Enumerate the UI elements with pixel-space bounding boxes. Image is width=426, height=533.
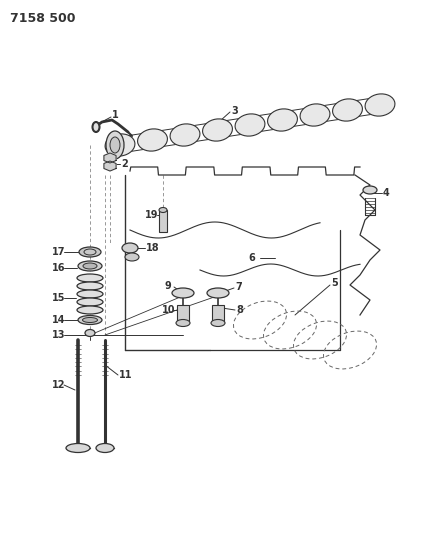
Ellipse shape	[77, 282, 103, 290]
Ellipse shape	[362, 186, 376, 194]
Ellipse shape	[66, 443, 90, 453]
Text: 4: 4	[382, 188, 389, 198]
Ellipse shape	[299, 104, 329, 126]
Text: 5: 5	[330, 278, 337, 288]
Ellipse shape	[125, 253, 139, 261]
Text: 17: 17	[52, 247, 65, 257]
Bar	[211, 305, 224, 323]
Polygon shape	[104, 161, 116, 171]
Ellipse shape	[106, 131, 124, 159]
Ellipse shape	[202, 119, 232, 141]
Text: 12: 12	[52, 380, 65, 390]
Ellipse shape	[235, 114, 264, 136]
Ellipse shape	[170, 124, 199, 146]
Text: 14: 14	[52, 315, 65, 325]
Text: 7158 500: 7158 500	[10, 12, 75, 25]
Text: 13: 13	[52, 330, 65, 340]
Text: 6: 6	[248, 253, 254, 263]
Ellipse shape	[82, 318, 97, 322]
Ellipse shape	[77, 274, 103, 282]
Text: 10: 10	[161, 305, 175, 315]
Ellipse shape	[210, 319, 225, 327]
Polygon shape	[104, 153, 116, 163]
Ellipse shape	[77, 290, 103, 298]
Ellipse shape	[158, 207, 167, 213]
Text: 8: 8	[236, 305, 242, 315]
Ellipse shape	[176, 319, 190, 327]
Text: 2: 2	[121, 159, 127, 169]
Text: 11: 11	[119, 370, 132, 380]
Text: 7: 7	[234, 282, 241, 292]
Text: 3: 3	[230, 106, 237, 116]
Text: 16: 16	[52, 263, 65, 273]
Ellipse shape	[85, 329, 95, 336]
Bar	[158, 210, 167, 232]
Ellipse shape	[78, 261, 102, 271]
Text: 1: 1	[112, 110, 118, 120]
Ellipse shape	[92, 122, 99, 132]
Text: 18: 18	[146, 243, 159, 253]
Ellipse shape	[207, 288, 228, 298]
Ellipse shape	[96, 443, 114, 453]
Text: 19: 19	[145, 210, 158, 220]
Ellipse shape	[83, 263, 97, 269]
Ellipse shape	[79, 247, 101, 257]
Ellipse shape	[137, 129, 167, 151]
Ellipse shape	[267, 109, 297, 131]
Ellipse shape	[78, 316, 102, 325]
Ellipse shape	[77, 298, 103, 306]
Ellipse shape	[77, 306, 103, 314]
Ellipse shape	[105, 134, 135, 156]
Bar	[177, 305, 189, 323]
Ellipse shape	[364, 94, 394, 116]
Ellipse shape	[110, 137, 120, 153]
Ellipse shape	[332, 99, 362, 121]
Text: 15: 15	[52, 293, 65, 303]
Text: 9: 9	[164, 281, 171, 291]
Ellipse shape	[122, 243, 138, 253]
Ellipse shape	[172, 288, 193, 298]
